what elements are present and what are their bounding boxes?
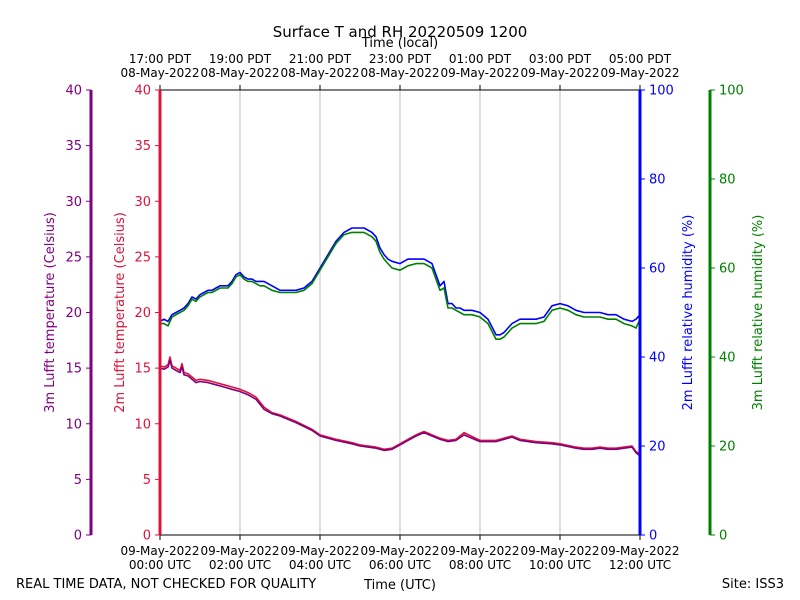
series-line-rh3m: [160, 231, 641, 341]
t3m-tick-label-2: 10: [65, 417, 82, 432]
utc-tick-date-2: 09-May-2022: [280, 544, 359, 558]
t2m-tick-label-6: 30: [134, 195, 151, 210]
rh3m-tick-label-4: 80: [719, 173, 736, 188]
chart-title: Surface T and RH 20220509 1200: [273, 23, 528, 41]
local-tick-time-0: 17:00 PDT: [129, 52, 192, 66]
utc-tick-date-3: 09-May-2022: [360, 544, 439, 558]
axis-label-2m-humidity: 2m Lufft relative humidity (%): [681, 215, 696, 411]
axis-2m-temperature: 0 5 10 15 20 25 30 35 40 2m Lufft temperature (Ce…: [113, 84, 162, 544]
axis-3m-humidity: 0 20 40 60 80 100 3m Lufft relative humidity (…: [708, 84, 766, 544]
rh2m-tick-label-4: 80: [649, 173, 666, 188]
local-tick-time-3: 23:00 PDT: [369, 52, 432, 66]
utc-tick-date-6: 09-May-2022: [600, 544, 679, 558]
t2m-tick-label-4: 20: [134, 306, 151, 321]
axis-2m-humidity: 0 20 40 60 80 100 2m Lufft relative humidity (…: [638, 84, 696, 544]
grid: [239, 90, 561, 535]
t3m-tick-label-7: 35: [65, 139, 82, 154]
local-tick-date-4: 09-May-2022: [440, 66, 519, 80]
rh3m-tick-label-5: 100: [719, 84, 744, 99]
series-line-rh2m: [159, 227, 641, 336]
bottom-axis-title: Time (UTC): [363, 578, 436, 593]
rh3m-tick-label-2: 40: [719, 351, 736, 366]
rh2m-tick-label-0: 0: [649, 529, 657, 544]
t3m-tick-label-0: 0: [74, 529, 82, 544]
t2m-tick-label-3: 15: [134, 362, 151, 377]
local-tick-date-3: 08-May-2022: [360, 66, 439, 80]
t2m-tick-label-1: 5: [143, 473, 151, 488]
axis-label-3m-temperature: 3m Lufft temperature (Celsius): [43, 212, 58, 413]
utc-tick-time-5: 10:00 UTC: [529, 558, 591, 572]
axis-label-3m-humidity: 3m Lufft relative humidity (%): [751, 215, 766, 411]
utc-tick-time-3: 06:00 UTC: [369, 558, 431, 572]
t3m-tick-label-1: 5: [74, 473, 82, 488]
t2m-tick-label-5: 25: [134, 250, 151, 265]
utc-tick-time-0: 00:00 UTC: [129, 558, 191, 572]
t2m-tick-label-8: 40: [134, 84, 151, 99]
axis-label-2m-temperature: 2m Lufft temperature (Celsius): [113, 212, 128, 413]
t3m-tick-label-3: 15: [65, 362, 82, 377]
local-tick-date-0: 08-May-2022: [120, 66, 199, 80]
local-tick-time-4: 01:00 PDT: [449, 52, 512, 66]
local-tick-time-6: 05:00 PDT: [609, 52, 672, 66]
series-line-t3m: [159, 359, 641, 457]
utc-tick-date-0: 09-May-2022: [120, 544, 199, 558]
t3m-tick-label-6: 30: [65, 195, 82, 210]
rh3m-tick-label-3: 60: [719, 262, 736, 277]
quality-disclaimer: REAL TIME DATA, NOT CHECKED FOR QUALITY: [16, 577, 316, 592]
local-tick-date-5: 09-May-2022: [520, 66, 599, 80]
utc-tick-time-4: 08:00 UTC: [449, 558, 511, 572]
series-line-t2m: [159, 356, 641, 455]
axis-3m-temperature: 0 5 10 15 20 25 30 35 40 3m Lufft temperature (Ce…: [43, 84, 93, 544]
t3m-tick-label-8: 40: [65, 84, 82, 99]
top-axis-title: Time (local): [361, 36, 438, 51]
t3m-tick-label-4: 20: [65, 306, 82, 321]
local-tick-time-5: 03:00 PDT: [529, 52, 592, 66]
utc-tick-date-5: 09-May-2022: [520, 544, 599, 558]
t2m-tick-label-0: 0: [143, 529, 151, 544]
utc-tick-time-1: 02:00 UTC: [209, 558, 271, 572]
series-group: [159, 227, 641, 457]
local-tick-date-6: 09-May-2022: [600, 66, 679, 80]
rh3m-tick-label-0: 0: [719, 529, 727, 544]
utc-tick-time-2: 04:00 UTC: [289, 558, 351, 572]
t2m-tick-label-2: 10: [134, 417, 151, 432]
local-tick-date-2: 08-May-2022: [280, 66, 359, 80]
local-tick-time-2: 21:00 PDT: [289, 52, 352, 66]
utc-tick-date-4: 09-May-2022: [440, 544, 519, 558]
t2m-tick-label-7: 35: [134, 139, 151, 154]
local-tick-date-1: 08-May-2022: [200, 66, 279, 80]
utc-tick-date-1: 09-May-2022: [200, 544, 279, 558]
rh2m-tick-label-5: 100: [649, 84, 674, 99]
site-label: Site: ISS3: [722, 577, 784, 592]
utc-tick-time-6: 12:00 UTC: [609, 558, 671, 572]
rh2m-tick-label-2: 40: [649, 351, 666, 366]
rh3m-tick-label-1: 20: [719, 440, 736, 455]
rh2m-tick-label-1: 20: [649, 440, 666, 455]
rh2m-tick-label-3: 60: [649, 262, 666, 277]
local-tick-time-1: 19:00 PDT: [209, 52, 272, 66]
t3m-tick-label-5: 25: [65, 250, 82, 265]
